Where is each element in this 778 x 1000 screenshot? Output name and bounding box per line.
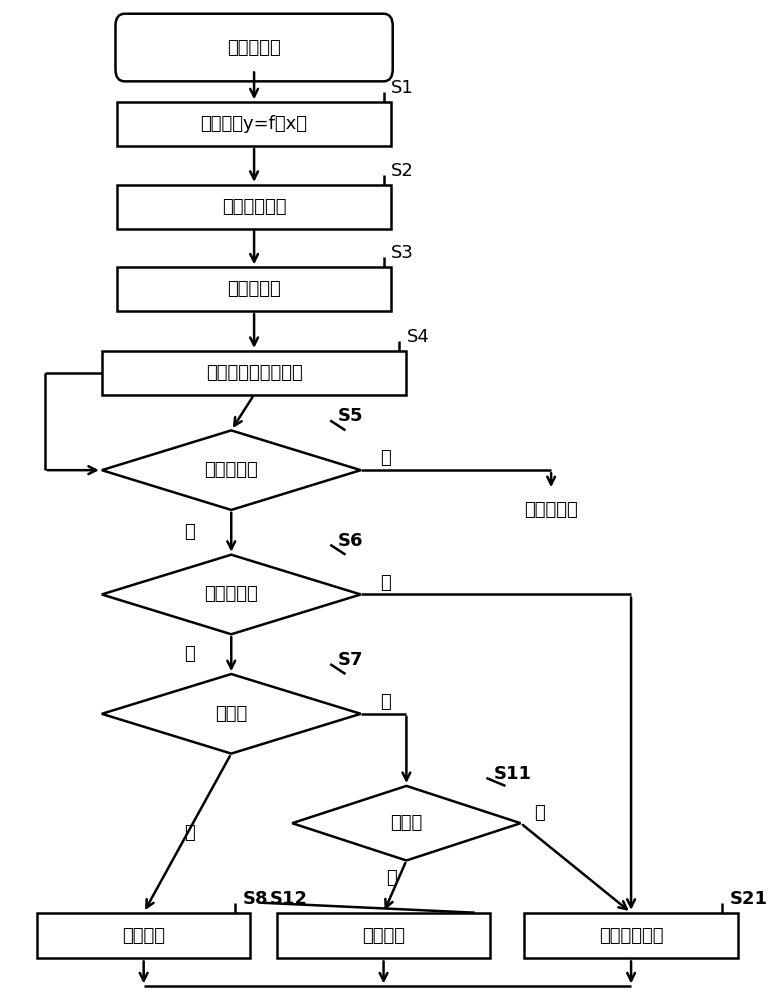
Text: 显示曲线图: 显示曲线图 bbox=[227, 280, 281, 298]
Polygon shape bbox=[293, 786, 520, 860]
Text: 触摸画面？: 触摸画面？ bbox=[205, 461, 258, 479]
Text: 多点触摸？: 多点触摸？ bbox=[205, 585, 258, 603]
Bar bbox=[102, 351, 406, 395]
Text: S2: S2 bbox=[391, 162, 414, 180]
Polygon shape bbox=[102, 555, 361, 634]
Text: 是: 是 bbox=[184, 523, 194, 541]
Text: 输入公式y=f（x）: 输入公式y=f（x） bbox=[201, 115, 307, 133]
Text: S12: S12 bbox=[269, 890, 307, 908]
Text: S4: S4 bbox=[406, 328, 429, 346]
Text: 拖动？: 拖动？ bbox=[216, 705, 247, 723]
Text: S11: S11 bbox=[494, 765, 532, 783]
Bar bbox=[524, 913, 738, 958]
Text: S6: S6 bbox=[338, 532, 363, 550]
Text: 否: 否 bbox=[184, 645, 194, 663]
Text: 显示曲线图: 显示曲线图 bbox=[227, 39, 281, 57]
Text: S7: S7 bbox=[338, 651, 363, 669]
Bar bbox=[117, 102, 391, 146]
Text: 滑动处理: 滑动处理 bbox=[362, 927, 405, 945]
Bar bbox=[277, 913, 490, 958]
Text: 否: 否 bbox=[534, 804, 545, 822]
Polygon shape bbox=[102, 430, 361, 510]
Text: 设定显示范围: 设定显示范围 bbox=[222, 198, 286, 216]
Text: 滑动？: 滑动？ bbox=[391, 814, 422, 832]
FancyBboxPatch shape bbox=[115, 14, 393, 81]
Text: 算出特征部分的位置: 算出特征部分的位置 bbox=[205, 364, 303, 382]
Bar bbox=[117, 267, 391, 311]
Text: S5: S5 bbox=[338, 407, 363, 425]
Text: 拖动处理: 拖动处理 bbox=[122, 927, 165, 945]
Text: 是: 是 bbox=[386, 869, 397, 887]
Text: 扩大缩小处理: 扩大缩小处理 bbox=[599, 927, 664, 945]
Polygon shape bbox=[102, 674, 361, 754]
Text: 是: 是 bbox=[184, 824, 194, 842]
Bar bbox=[37, 913, 251, 958]
Text: S21: S21 bbox=[730, 890, 768, 908]
Bar bbox=[117, 185, 391, 229]
Text: 是: 是 bbox=[380, 574, 391, 592]
Text: S3: S3 bbox=[391, 244, 414, 262]
Text: S1: S1 bbox=[391, 79, 414, 97]
Text: 其他的处理: 其他的处理 bbox=[524, 501, 578, 519]
Text: S8: S8 bbox=[243, 890, 268, 908]
Text: 否: 否 bbox=[380, 693, 391, 711]
Text: 否: 否 bbox=[380, 449, 391, 467]
